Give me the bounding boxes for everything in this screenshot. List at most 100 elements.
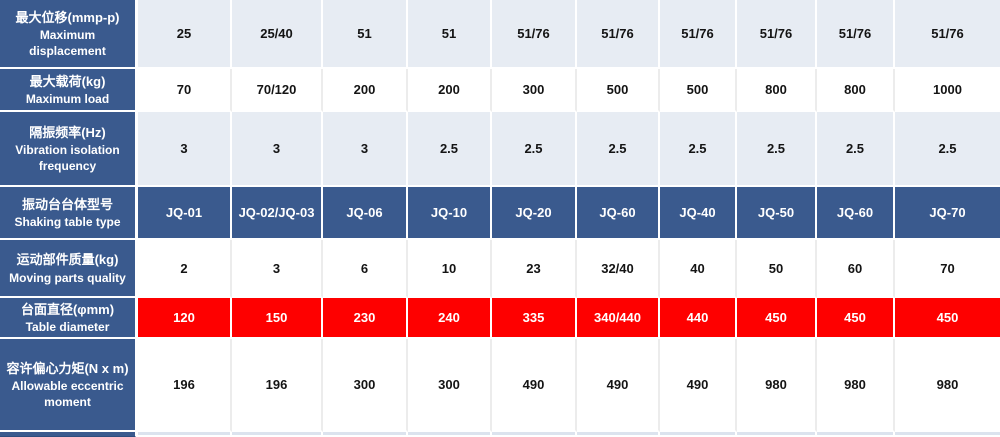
cell-table-diameter-col2: 150 — [232, 298, 323, 339]
cell-max-displacement-col7: 51/76 — [660, 0, 737, 69]
cell-max-displacement-col1: 25 — [138, 0, 232, 69]
cell-partial-col6 — [577, 432, 660, 437]
cell-moving-parts-quality-col3: 6 — [323, 240, 408, 298]
row-header-label-zh: 隔振频率(Hz) — [29, 124, 106, 140]
cell-max-displacement-col9: 51/76 — [817, 0, 895, 69]
cell-max-load-col8: 800 — [737, 69, 817, 112]
cell-vibration-isolation-frequency-col1: 3 — [138, 112, 232, 187]
cell-max-displacement-col8: 51/76 — [737, 0, 817, 69]
cell-shaking-table-type-col3: JQ-06 — [323, 187, 408, 240]
row-header-allowable-eccentric-moment: 容许偏心力矩(N x m) Allowable eccentric moment — [0, 339, 138, 432]
cell-shaking-table-type-col9: JQ-60 — [817, 187, 895, 240]
cell-partial-col3 — [323, 432, 408, 437]
cell-shaking-table-type-col8: JQ-50 — [737, 187, 817, 240]
row-header-label-en: Moving parts quality — [9, 270, 126, 285]
cell-max-load-col3: 200 — [323, 69, 408, 112]
cell-vibration-isolation-frequency-col8: 2.5 — [737, 112, 817, 187]
cell-moving-parts-quality-col5: 23 — [492, 240, 577, 298]
row-header-label-en: Vibration isolation frequency — [15, 143, 120, 174]
cell-vibration-isolation-frequency-col3: 3 — [323, 112, 408, 187]
cell-shaking-table-type-col10: JQ-70 — [895, 187, 1000, 240]
cell-allowable-eccentric-moment-col1: 196 — [138, 339, 232, 432]
cell-max-displacement-col4: 51 — [408, 0, 492, 69]
cell-vibration-isolation-frequency-col5: 2.5 — [492, 112, 577, 187]
cell-max-load-col9: 800 — [817, 69, 895, 112]
row-header-label-zh: 最大载荷(kg) — [29, 73, 106, 89]
cell-partial-col2 — [232, 432, 323, 437]
cell-max-displacement-col3: 51 — [323, 0, 408, 69]
row-header-max-load: 最大载荷(kg) Maximum load — [0, 69, 138, 112]
row-header-label-en: Maximum displacement — [29, 28, 106, 59]
cell-shaking-table-type-col7: JQ-40 — [660, 187, 737, 240]
cell-vibration-isolation-frequency-col4: 2.5 — [408, 112, 492, 187]
cell-table-diameter-col3: 230 — [323, 298, 408, 339]
cell-table-diameter-col8: 450 — [737, 298, 817, 339]
row-header-label-zh: 最大位移(mmp-p) — [15, 9, 120, 25]
cell-partial-col1 — [138, 432, 232, 437]
cell-partial-col7 — [660, 432, 737, 437]
cell-allowable-eccentric-moment-col4: 300 — [408, 339, 492, 432]
row-header-partial — [0, 432, 138, 437]
cell-shaking-table-type-col2: JQ-02/JQ-03 — [232, 187, 323, 240]
cell-table-diameter-col10: 450 — [895, 298, 1000, 339]
cell-allowable-eccentric-moment-col5: 490 — [492, 339, 577, 432]
cell-table-diameter-col1: 120 — [138, 298, 232, 339]
cell-allowable-eccentric-moment-col9: 980 — [817, 339, 895, 432]
cell-shaking-table-type-col4: JQ-10 — [408, 187, 492, 240]
cell-max-displacement-col5: 51/76 — [492, 0, 577, 69]
row-header-label-en: Maximum load — [25, 92, 110, 107]
cell-moving-parts-quality-col1: 2 — [138, 240, 232, 298]
cell-table-diameter-col7: 440 — [660, 298, 737, 339]
cell-vibration-isolation-frequency-col7: 2.5 — [660, 112, 737, 187]
cell-allowable-eccentric-moment-col8: 980 — [737, 339, 817, 432]
cell-partial-col8 — [737, 432, 817, 437]
cell-moving-parts-quality-col4: 10 — [408, 240, 492, 298]
cell-moving-parts-quality-col10: 70 — [895, 240, 1000, 298]
cell-table-diameter-col6: 340/440 — [577, 298, 660, 339]
row-header-label-en: Shaking table type — [14, 215, 121, 230]
cell-max-load-col6: 500 — [577, 69, 660, 112]
row-header-max-displacement: 最大位移(mmp-p) Maximum displacement — [0, 0, 138, 69]
cell-moving-parts-quality-col6: 32/40 — [577, 240, 660, 298]
cell-moving-parts-quality-col7: 40 — [660, 240, 737, 298]
cell-allowable-eccentric-moment-col10: 980 — [895, 339, 1000, 432]
cell-max-displacement-col10: 51/76 — [895, 0, 1000, 69]
cell-vibration-isolation-frequency-col10: 2.5 — [895, 112, 1000, 187]
cell-table-diameter-col5: 335 — [492, 298, 577, 339]
cell-moving-parts-quality-col2: 3 — [232, 240, 323, 298]
row-header-vibration-isolation-frequency: 隔振频率(Hz) Vibration isolation frequency — [0, 112, 138, 187]
cell-max-load-col4: 200 — [408, 69, 492, 112]
cell-allowable-eccentric-moment-col6: 490 — [577, 339, 660, 432]
row-header-label-zh: 运动部件质量(kg) — [16, 252, 119, 268]
cell-allowable-eccentric-moment-col3: 300 — [323, 339, 408, 432]
cell-max-load-col2: 70/120 — [232, 69, 323, 112]
cell-partial-col10 — [895, 432, 1000, 437]
cell-vibration-isolation-frequency-col9: 2.5 — [817, 112, 895, 187]
cell-shaking-table-type-col1: JQ-01 — [138, 187, 232, 240]
cell-allowable-eccentric-moment-col2: 196 — [232, 339, 323, 432]
cell-moving-parts-quality-col8: 50 — [737, 240, 817, 298]
cell-partial-col9 — [817, 432, 895, 437]
cell-shaking-table-type-col6: JQ-60 — [577, 187, 660, 240]
cell-max-displacement-col2: 25/40 — [232, 0, 323, 69]
row-header-label-zh: 振动台台体型号 — [21, 196, 113, 212]
cell-vibration-isolation-frequency-col6: 2.5 — [577, 112, 660, 187]
cell-max-displacement-col6: 51/76 — [577, 0, 660, 69]
cell-shaking-table-type-col5: JQ-20 — [492, 187, 577, 240]
cell-max-load-col7: 500 — [660, 69, 737, 112]
cell-moving-parts-quality-col9: 60 — [817, 240, 895, 298]
row-header-label-en: Allowable eccentric moment — [11, 379, 124, 410]
cell-max-load-col10: 1000 — [895, 69, 1000, 112]
cell-table-diameter-col9: 450 — [817, 298, 895, 339]
cell-max-load-col1: 70 — [138, 69, 232, 112]
row-header-table-diameter: 台面直径(φmm) Table diameter — [0, 298, 138, 339]
cell-partial-col4 — [408, 432, 492, 437]
cell-allowable-eccentric-moment-col7: 490 — [660, 339, 737, 432]
cell-partial-col5 — [492, 432, 577, 437]
row-header-moving-parts-quality: 运动部件质量(kg) Moving parts quality — [0, 240, 138, 298]
row-header-label-en: Table diameter — [25, 320, 110, 335]
row-header-label-zh: 台面直径(φmm) — [20, 301, 115, 317]
cell-max-load-col5: 300 — [492, 69, 577, 112]
